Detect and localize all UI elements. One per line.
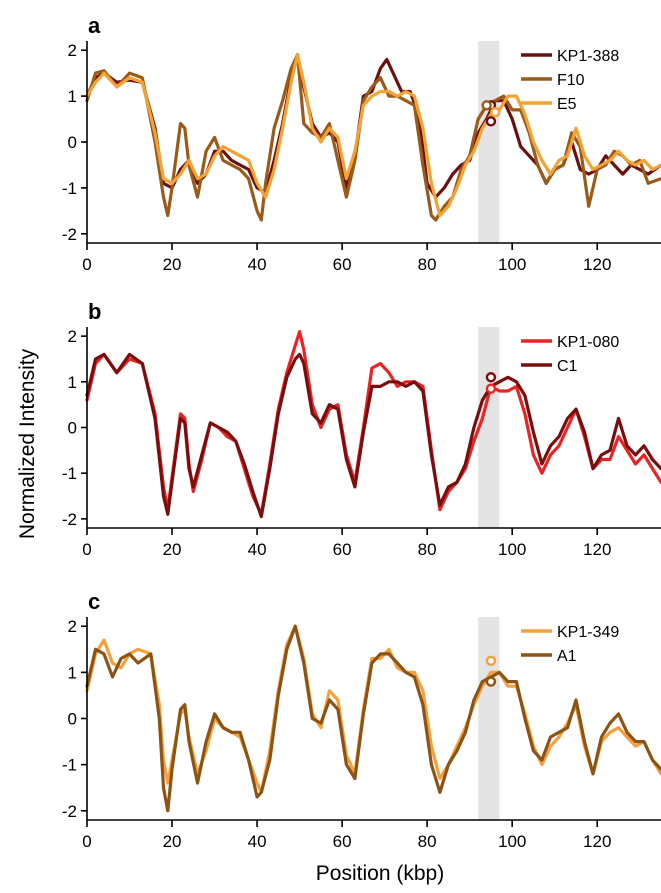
panel-letter: b <box>88 299 101 324</box>
series-line-E5 <box>85 53 661 218</box>
x-tick-label: 120 <box>583 255 611 274</box>
y-tick-label: 2 <box>68 327 77 346</box>
y-tick-label: 1 <box>68 373 77 392</box>
x-tick-label: 60 <box>333 255 352 274</box>
x-tick-label: 20 <box>163 540 182 559</box>
x-tick-label: 40 <box>248 832 267 851</box>
y-tick-label: 0 <box>68 419 77 438</box>
y-tick-label: 2 <box>68 617 77 636</box>
marker-F10 <box>481 100 492 111</box>
x-tick-label: 20 <box>163 832 182 851</box>
x-tick-label: 100 <box>498 255 526 274</box>
y-tick-label: -1 <box>62 464 77 483</box>
legend-label: A1 <box>557 648 577 665</box>
y-tick-label: -2 <box>62 802 77 821</box>
y-tick-label: 0 <box>68 710 77 729</box>
panel-b: b2 1 0 -1 -2 0 20 40 60 80 100 120 KP1-080 C1 <box>62 299 661 559</box>
x-tick-label: 60 <box>333 540 352 559</box>
marker-C1 <box>485 372 497 383</box>
legend-label: C1 <box>557 358 578 375</box>
x-tick-label: 40 <box>248 540 267 559</box>
x-axis-title: Position (kbp) <box>316 862 444 885</box>
y-tick-label: -2 <box>62 510 77 529</box>
series-line-A1 <box>85 624 661 813</box>
x-tick-label: 60 <box>333 832 352 851</box>
x-tick-label: 120 <box>583 832 611 851</box>
panel-letter: c <box>88 589 100 614</box>
x-tick-label: 120 <box>583 540 611 559</box>
y-tick-label: 2 <box>68 41 77 60</box>
highlight-region <box>478 327 500 528</box>
y-tick-label: 1 <box>68 663 77 682</box>
panel-letter: a <box>88 13 101 38</box>
x-tick-label: 80 <box>418 832 437 851</box>
series-line-C1 <box>85 352 661 519</box>
y-tick-label: -1 <box>62 179 77 198</box>
legend-label: KP1-080 <box>557 334 619 351</box>
highlight-region <box>478 41 500 243</box>
x-tick-label: 100 <box>498 832 526 851</box>
x-tick-label: 80 <box>418 255 437 274</box>
highlight-region <box>478 617 500 820</box>
x-tick-label: 0 <box>82 255 91 274</box>
x-tick-label: 100 <box>498 540 526 559</box>
legend-label: KP1-388 <box>557 48 619 65</box>
y-tick-label: -1 <box>62 756 77 775</box>
x-tick-label: 0 <box>82 832 91 851</box>
legend-label: F10 <box>557 72 585 89</box>
marker-E5 <box>489 106 501 118</box>
x-tick-label: 20 <box>163 255 182 274</box>
marker-A1 <box>485 676 497 687</box>
legend-label: KP1-349 <box>557 624 619 641</box>
y-tick-label: 0 <box>68 133 77 152</box>
x-tick-label: 80 <box>418 540 437 559</box>
marker-KP1-388 <box>485 116 497 127</box>
marker-KP1-080 <box>485 383 497 394</box>
y-tick-label: 1 <box>68 87 77 106</box>
x-tick-label: 40 <box>248 255 267 274</box>
y-tick-label: -2 <box>62 225 77 244</box>
marker-KP1-349 <box>485 655 497 667</box>
panel-c: c2 1 0 -1 -2 0 20 40 60 80 100 120 KP1-349 A1 <box>62 589 661 851</box>
x-tick-label: 0 <box>82 540 91 559</box>
panel-a: a2 1 0 -1 -2 0 20 40 60 80 100 120 KP1-388 F10 E5 <box>62 13 661 274</box>
y-axis-title: Normalized Intensity <box>16 348 39 539</box>
series-line-F10 <box>85 53 661 222</box>
legend-label: E5 <box>557 96 577 113</box>
